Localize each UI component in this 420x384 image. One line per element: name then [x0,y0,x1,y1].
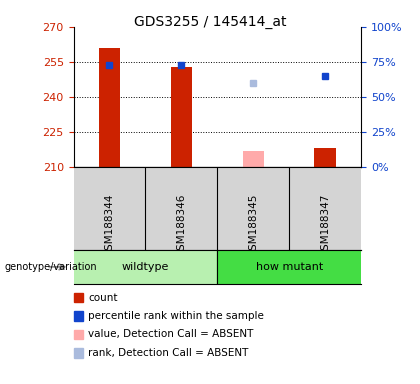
Text: value, Detection Call = ABSENT: value, Detection Call = ABSENT [88,329,254,339]
Bar [99,48,120,167]
Text: wildtype: wildtype [122,262,169,272]
Bar [171,66,192,167]
Text: rank, Detection Call = ABSENT: rank, Detection Call = ABSENT [88,348,249,358]
Text: genotype/variation: genotype/variation [4,262,97,272]
Bar [242,151,264,167]
Bar [74,250,218,284]
Bar [218,250,361,284]
Text: how mutant: how mutant [256,262,323,272]
Text: count: count [88,293,118,303]
Bar [315,148,336,167]
Text: percentile rank within the sample: percentile rank within the sample [88,311,264,321]
Text: GDS3255 / 145414_at: GDS3255 / 145414_at [134,15,286,29]
